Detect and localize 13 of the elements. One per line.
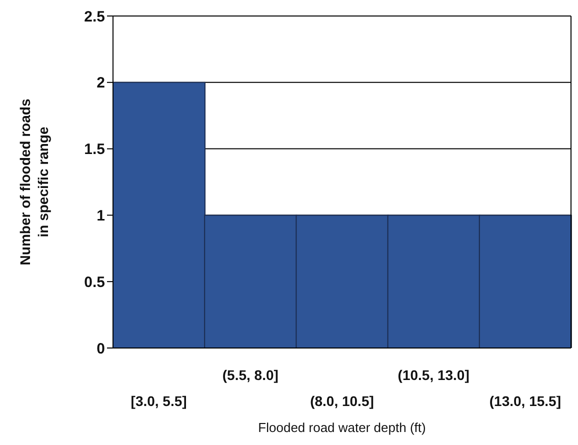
y-axis-title: Number of flooded roads in specific range [17, 98, 51, 266]
x-tick-label: [3.0, 5.5] [130, 393, 187, 409]
x-tick-label: (8.0, 10.5] [310, 393, 374, 409]
y-tick-label: 0.5 [84, 274, 105, 291]
x-axis-title: Flooded road water depth (ft) [258, 420, 426, 435]
y-tick-label: 2 [96, 74, 105, 92]
x-tick-label: (5.5, 8.0] [222, 367, 278, 383]
x-tick-label: (10.5, 13.0] [398, 367, 470, 383]
y-tick-label: 1 [96, 208, 105, 225]
y-tick-label: 1.5 [84, 141, 105, 158]
y-tick-label: 0 [96, 340, 105, 358]
x-tick-label: (13.0, 15.5] [489, 393, 562, 409]
y-tick-label: 2.5 [84, 8, 105, 26]
